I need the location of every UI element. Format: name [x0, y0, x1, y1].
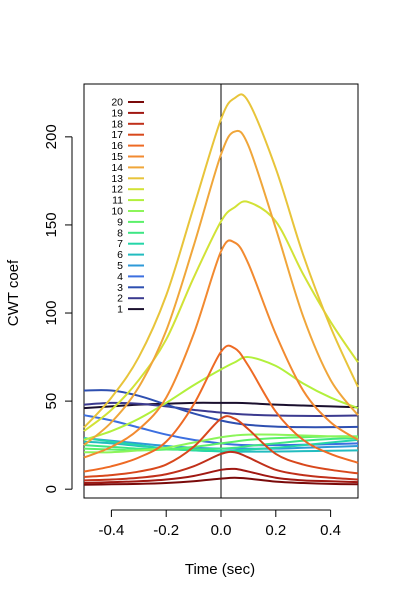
legend-label-17: 17 — [111, 129, 123, 141]
legend-label-5: 5 — [117, 260, 123, 272]
series-line-18 — [83, 450, 359, 482]
legend-label-1: 1 — [117, 304, 123, 316]
legend-label-3: 3 — [117, 282, 123, 294]
x-tick-label: -0.4 — [98, 522, 124, 539]
series-line-14 — [83, 129, 359, 446]
series-line-17 — [83, 415, 359, 478]
series-line-16 — [83, 344, 359, 473]
legend-label-11: 11 — [112, 195, 123, 207]
y-tick-label: 0 — [43, 485, 60, 493]
y-tick-label: 150 — [43, 212, 60, 237]
y-tick-label: 50 — [43, 393, 60, 410]
legend-label-6: 6 — [117, 249, 123, 261]
series-line-20 — [83, 476, 359, 486]
x-tick-label: 0.4 — [320, 522, 341, 539]
legend-label-16: 16 — [111, 140, 123, 152]
series-line-2 — [83, 401, 359, 417]
legend-label-12: 12 — [111, 184, 123, 196]
series-line-19 — [83, 467, 359, 485]
legend-label-2: 2 — [117, 293, 123, 305]
legend-label-7: 7 — [117, 238, 123, 250]
legend-label-18: 18 — [111, 118, 123, 130]
series-line-13 — [83, 93, 359, 429]
y-tick-label: 200 — [43, 124, 60, 149]
series-line-10 — [83, 433, 359, 454]
legend-label-8: 8 — [117, 227, 123, 239]
y-tick-label: 100 — [43, 301, 60, 326]
legend-label-9: 9 — [117, 216, 123, 228]
x-tick-label: 0.2 — [265, 522, 286, 539]
legend-label-14: 14 — [111, 162, 123, 174]
series-line-11 — [83, 356, 359, 441]
x-tick-label: 0.0 — [211, 522, 232, 539]
series-line-15 — [83, 239, 359, 459]
series-group — [83, 93, 359, 486]
legend-label-13: 13 — [111, 173, 123, 185]
y-axis-label: CWT coef — [5, 259, 22, 326]
series-line-3 — [83, 389, 359, 429]
series-line-12 — [83, 200, 359, 432]
legend-label-20: 20 — [111, 97, 123, 109]
series-line-1 — [83, 401, 359, 410]
legend-label-10: 10 — [111, 206, 123, 218]
axes: -0.4 -0.2 0.0 0.2 0.4 0 50 100 150 200 — [43, 124, 341, 539]
x-axis-label: Time (sec) — [185, 561, 255, 578]
legend-label-4: 4 — [117, 271, 123, 283]
x-tick-label: -0.2 — [153, 522, 179, 539]
legend-label-15: 15 — [111, 151, 123, 163]
legend-label-19: 19 — [111, 107, 123, 119]
